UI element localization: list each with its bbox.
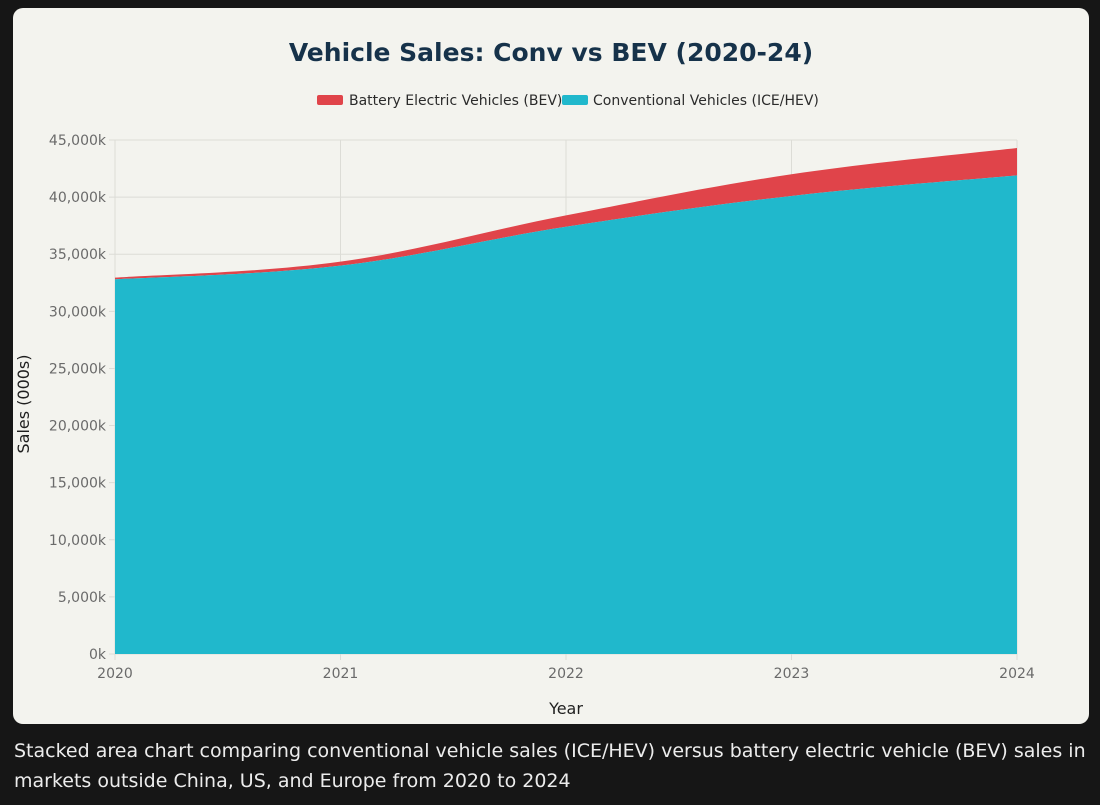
legend-item-conventional[interactable]: Conventional Vehicles (ICE/HEV) bbox=[562, 93, 819, 109]
y-tick-label: 25,000k bbox=[49, 361, 107, 377]
y-axis-ticks: 0k 5,000k 10,000k 15,000k 20,000k 25,000k 30,0… bbox=[49, 133, 107, 663]
y-tick-label: 40,000k bbox=[49, 190, 107, 206]
legend-item-bev[interactable]: Battery Electric Vehicles (BEV) bbox=[317, 93, 562, 109]
legend: Battery Electric Vehicles (BEV) Conventi… bbox=[317, 93, 819, 109]
x-tick-label: 2024 bbox=[999, 666, 1035, 682]
x-tick-label: 2021 bbox=[323, 666, 359, 682]
y-tick-label: 20,000k bbox=[49, 419, 107, 435]
legend-swatch-conventional bbox=[562, 95, 588, 105]
y-tick-label: 5,000k bbox=[58, 590, 107, 606]
x-tick-label: 2023 bbox=[774, 666, 810, 682]
area-conventional[interactable] bbox=[115, 175, 1017, 655]
y-tick-label: 0k bbox=[89, 647, 107, 663]
y-tick-label: 35,000k bbox=[49, 247, 107, 263]
area-bev[interactable] bbox=[115, 147, 1017, 280]
chart-card: Vehicle Sales: Conv vs BEV (2020-24) Bat… bbox=[13, 8, 1089, 724]
legend-swatch-bev bbox=[317, 95, 343, 105]
y-tick-label: 30,000k bbox=[49, 304, 107, 320]
x-axis-ticks: 2020 2021 2022 2023 2024 bbox=[97, 666, 1035, 682]
legend-label-bev: Battery Electric Vehicles (BEV) bbox=[349, 93, 562, 109]
stacked-area-chart: Vehicle Sales: Conv vs BEV (2020-24) Bat… bbox=[14, 38, 1035, 718]
plot-area bbox=[115, 147, 1017, 655]
chart-caption: Stacked area chart comparing conventiona… bbox=[14, 740, 1086, 792]
legend-label-conventional: Conventional Vehicles (ICE/HEV) bbox=[593, 93, 819, 109]
chart-title: Vehicle Sales: Conv vs BEV (2020-24) bbox=[289, 38, 813, 67]
y-tick-label: 10,000k bbox=[49, 533, 107, 549]
y-tick-label: 15,000k bbox=[49, 476, 107, 492]
x-axis-title: Year bbox=[548, 699, 583, 718]
y-axis-title: Sales (000s) bbox=[14, 354, 33, 453]
x-tick-label: 2020 bbox=[97, 666, 133, 682]
x-tick-label: 2022 bbox=[548, 666, 584, 682]
y-tick-label: 45,000k bbox=[49, 133, 107, 149]
